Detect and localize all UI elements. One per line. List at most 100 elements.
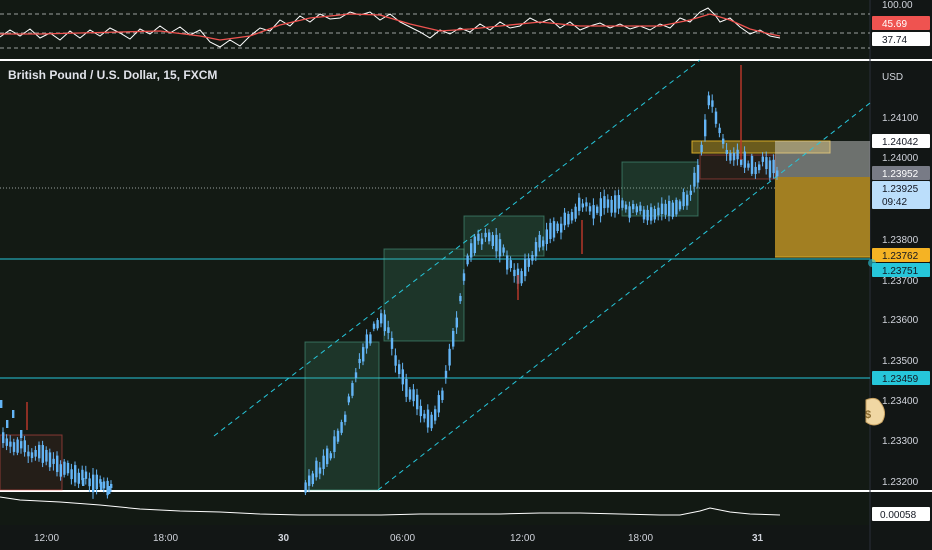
candle-body: [502, 247, 505, 253]
price-tick: 1.24000: [882, 153, 919, 164]
candle-body: [761, 156, 764, 162]
candle-body: [351, 383, 354, 396]
candle-body: [430, 414, 433, 429]
candle-body: [347, 396, 350, 403]
candle-body: [66, 462, 70, 474]
candlestick-series[interactable]: [0, 91, 779, 499]
candle-body: [48, 452, 52, 468]
candle-body: [401, 369, 404, 385]
candle-body: [459, 295, 462, 302]
candle-body: [358, 358, 361, 364]
candle-body: [696, 165, 700, 183]
candle-body: [38, 444, 41, 459]
candle-body: [747, 163, 750, 168]
price-tag-gray: 1.23952: [882, 169, 919, 180]
candle-body: [707, 95, 710, 106]
candle-body: [419, 405, 422, 417]
countdown-timer: 09:42: [882, 197, 907, 208]
candle-body: [650, 207, 653, 221]
candle-body: [660, 203, 664, 215]
candle-body: [308, 475, 311, 486]
candle-body: [750, 155, 754, 174]
price-tick: 1.24100: [882, 113, 919, 124]
candle-body: [725, 149, 728, 155]
price-tick: 1.23200: [882, 477, 919, 488]
symbol-title[interactable]: British Pound / U.S. Dollar, 15, FXCM: [8, 68, 218, 82]
candle-body: [668, 200, 671, 216]
candle-body: [675, 199, 678, 215]
candle-body: [100, 482, 103, 490]
candle-body: [372, 323, 376, 329]
candle-body: [689, 190, 692, 195]
time-axis-background[interactable]: [0, 525, 870, 550]
candle-body: [768, 160, 772, 178]
candle-body: [452, 330, 455, 347]
candle-body: [556, 223, 559, 232]
candle-body: [423, 413, 426, 419]
candle-body: [0, 400, 3, 408]
candle-body: [63, 461, 66, 475]
time-label: 12:00: [510, 533, 535, 544]
price-tick: 1.23600: [882, 315, 919, 326]
time-label: 18:00: [628, 533, 653, 544]
candle-body: [434, 409, 437, 421]
candle-body: [513, 269, 516, 277]
candle-body: [754, 166, 757, 175]
candle-body: [5, 438, 8, 446]
candle-body: [653, 208, 656, 220]
candle-body: [567, 213, 570, 225]
candle-body: [621, 200, 624, 208]
price-tick: 1.23500: [882, 356, 919, 367]
time-label: 06:00: [390, 533, 415, 544]
bottom-oscillator-tag: 0.00058: [880, 510, 917, 521]
candle-body: [545, 229, 548, 244]
candle-body: [740, 159, 743, 165]
candle-body: [722, 138, 725, 144]
candle-body: [498, 239, 502, 257]
candle-body: [333, 436, 336, 452]
candle-body: [758, 164, 761, 171]
candle-body: [776, 170, 779, 177]
candle-body: [426, 409, 430, 428]
rsi-signal-line: [0, 13, 781, 41]
candle-body: [311, 473, 314, 485]
candle-body: [387, 327, 390, 333]
candle-body: [81, 469, 84, 481]
candle-body: [682, 192, 685, 207]
candle-body: [581, 203, 584, 208]
candle-body: [732, 152, 736, 161]
candle-body: [20, 441, 23, 449]
candle-body: [398, 364, 401, 375]
oscillator-tag-white: 37.74: [882, 35, 907, 46]
candle-body: [344, 414, 347, 422]
price-tag-level: 1.24042: [882, 137, 919, 148]
candle-body: [27, 451, 30, 457]
red-wick-markers: [26, 65, 742, 430]
money-bag-icon[interactable]: $: [865, 397, 886, 426]
candle-body: [542, 240, 545, 247]
candle-body: [59, 464, 62, 477]
candle-body: [657, 207, 660, 216]
candle-body: [592, 205, 595, 219]
candle-body: [552, 221, 556, 238]
price-tick: 1.23800: [882, 235, 919, 246]
candle-body: [405, 379, 408, 397]
candle-body: [82, 478, 85, 486]
candle-body: [108, 486, 111, 494]
candle-body: [639, 205, 642, 212]
candle-body: [95, 474, 98, 490]
oscillator-tag-red: 45.69: [882, 19, 907, 30]
candle-body: [304, 482, 307, 493]
candle-body: [455, 317, 458, 328]
oscillator-tick: 100.00: [882, 0, 913, 11]
candle-body: [617, 195, 620, 209]
candle-body: [484, 232, 487, 238]
bottom-oscillator-line: [0, 496, 781, 516]
candle-body: [527, 258, 530, 267]
channel-upper-line[interactable]: [213, 59, 701, 437]
price-tag-line-lower: 1.23459: [882, 374, 919, 385]
candle-body: [480, 238, 484, 245]
position-profit-zone[interactable]: [775, 141, 870, 177]
position-loss-zone[interactable]: [775, 177, 870, 257]
